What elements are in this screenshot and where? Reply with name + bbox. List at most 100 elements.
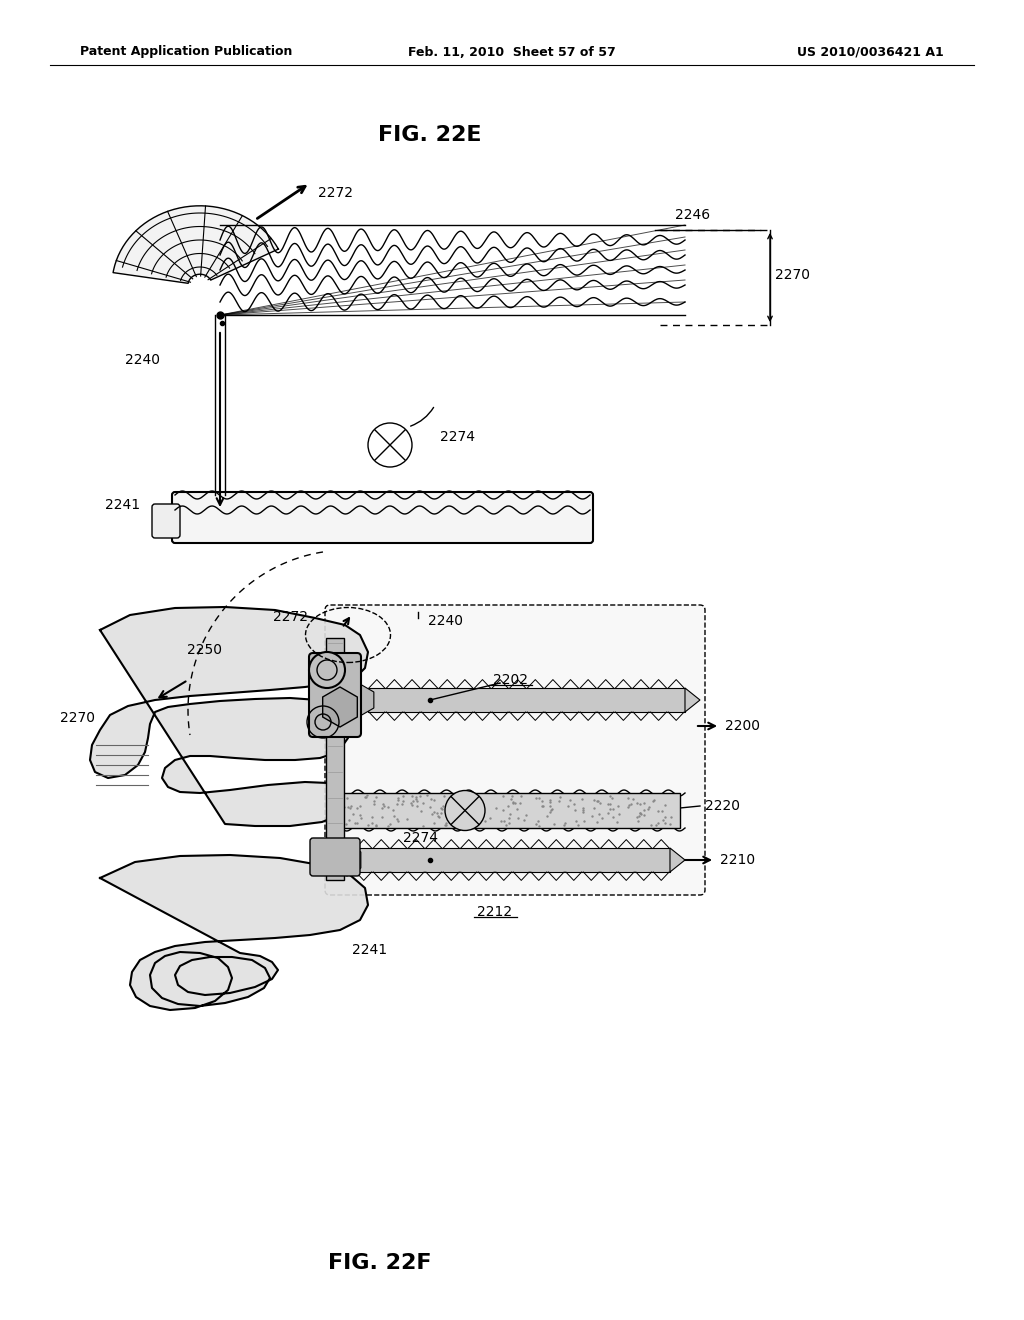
Point [500,796,516,817]
Polygon shape [100,855,368,1010]
Point [569,814,586,836]
Point [353,807,370,828]
Point [426,813,442,834]
Point [476,810,493,832]
Point [375,793,391,814]
Point [386,805,402,826]
Point [542,792,558,813]
Text: 2274: 2274 [402,832,437,845]
FancyBboxPatch shape [172,492,593,543]
Text: 2270: 2270 [775,268,810,282]
FancyBboxPatch shape [325,605,705,895]
Point [575,810,592,832]
Point [364,813,380,834]
Point [601,785,617,807]
Point [509,799,525,820]
Point [419,785,435,807]
Point [632,803,648,824]
Point [442,805,459,826]
Point [424,803,440,824]
Point [594,808,610,829]
Point [604,787,621,808]
Point [530,810,547,832]
Bar [355,847,670,873]
Point [496,810,512,832]
Point [434,799,451,820]
Point [635,793,651,814]
Point [445,787,462,808]
Bar [330,793,680,828]
Point [566,793,583,814]
Point [515,810,531,832]
Point [403,795,420,816]
Point [544,799,560,820]
Point [636,800,652,821]
Point [589,812,605,833]
Point [459,796,475,817]
Point [368,814,384,836]
Text: 2241: 2241 [105,498,140,512]
Point [654,800,671,821]
Point [604,807,621,828]
Point [600,793,616,814]
Point [610,804,627,825]
Point [504,785,520,807]
FancyBboxPatch shape [309,653,361,737]
Point [592,792,608,813]
Point [586,797,602,818]
Point [344,804,360,825]
Text: 2274: 2274 [440,430,475,444]
Point [333,814,349,836]
Point [341,809,357,830]
Point [555,814,571,836]
Point [608,810,625,832]
Point [376,795,392,816]
Point [439,804,456,825]
Point [631,805,647,826]
Point [334,799,350,820]
Point [487,797,504,818]
Point [557,812,573,833]
Point [357,787,374,808]
Point [449,793,465,814]
Point [655,809,672,830]
FancyBboxPatch shape [310,838,360,876]
Point [404,791,421,812]
Point [643,814,659,836]
Text: 2220: 2220 [705,799,740,813]
Point [352,795,369,816]
Point [329,788,345,809]
Text: 2202: 2202 [493,673,527,686]
Point [559,796,575,817]
Point [435,795,452,816]
Point [369,787,385,808]
Point [632,793,648,814]
Point [505,792,521,813]
Text: Feb. 11, 2010  Sheet 57 of 57: Feb. 11, 2010 Sheet 57 of 57 [409,45,615,58]
Circle shape [445,791,485,830]
Point [503,789,519,810]
Point [495,799,511,820]
Point [646,789,663,810]
Point [543,799,559,820]
Point [368,814,384,836]
Point [629,807,645,828]
Point [542,796,558,817]
Text: 2246: 2246 [675,209,710,222]
Point [394,785,411,807]
Text: 2272: 2272 [273,610,308,624]
Point [640,799,656,820]
Point [518,804,535,825]
Point [590,791,606,812]
Point [573,789,590,810]
Point [402,792,419,813]
Circle shape [309,652,345,688]
Point [501,813,517,834]
Point [591,804,607,825]
Point [602,793,618,814]
Text: 2250: 2250 [187,643,222,657]
Point [380,816,396,837]
Point [380,797,396,818]
Point [645,791,662,812]
Point [531,816,548,837]
